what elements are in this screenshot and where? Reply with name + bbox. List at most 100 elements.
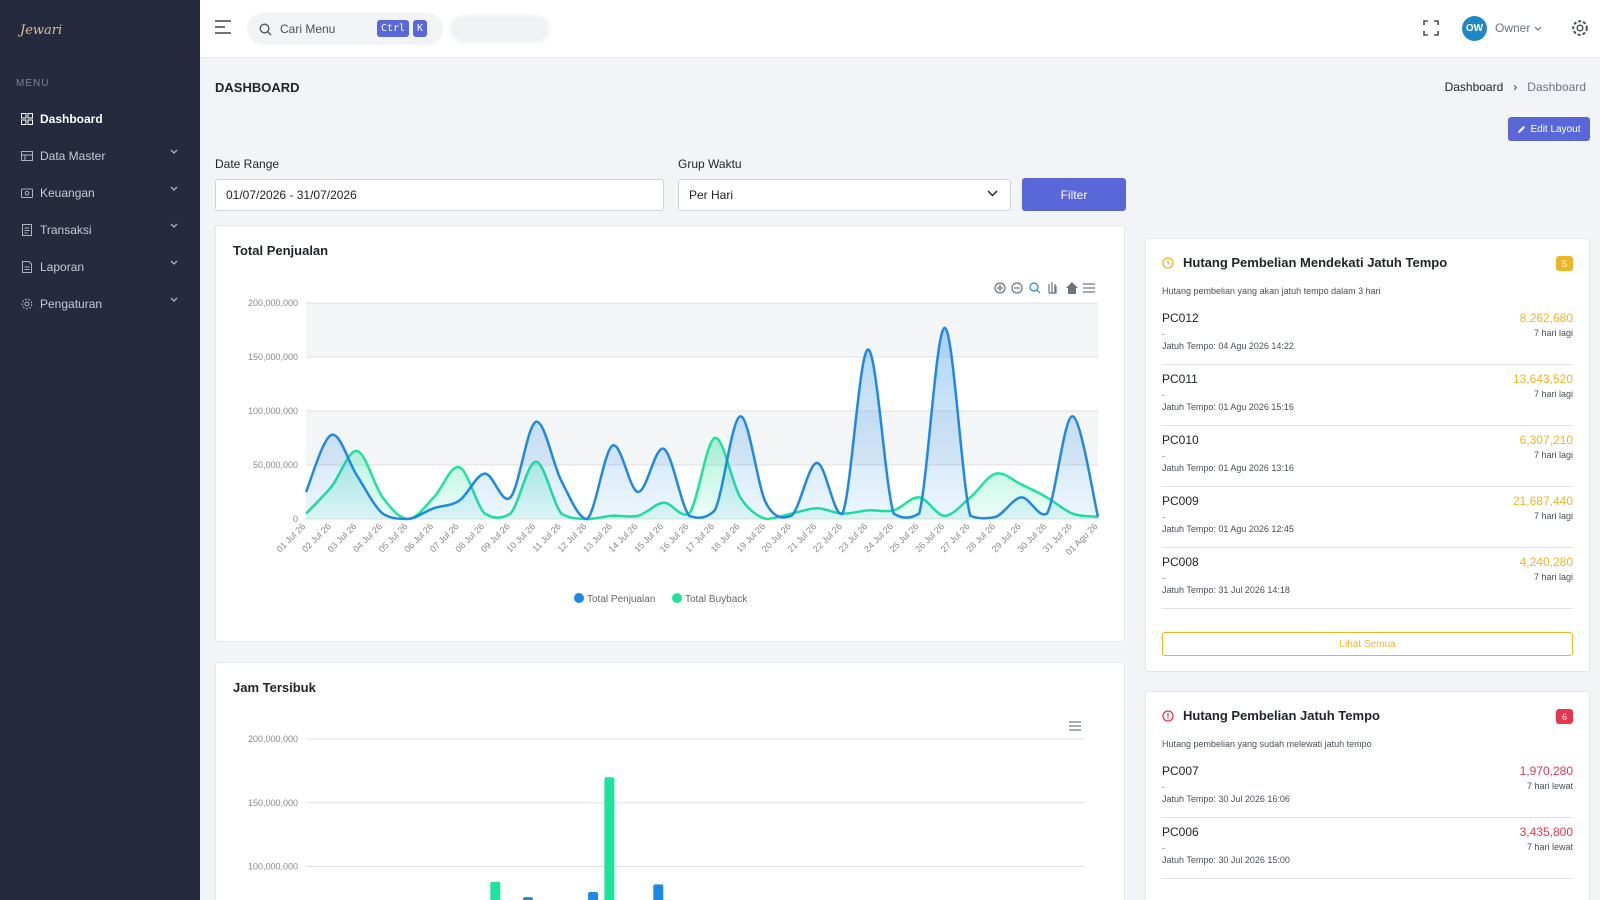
- date-range-label: Date Range: [215, 157, 280, 171]
- series-line-total-penjualan: [304, 326, 1100, 521]
- zoom-out-icon: [1011, 282, 1023, 294]
- due-soon-count-badge: 5: [1556, 256, 1573, 271]
- amount: 13,643,520: [1512, 372, 1573, 386]
- overdue-count-badge: 6: [1556, 709, 1573, 724]
- invoice-code: PC008: [1162, 555, 1199, 569]
- breadcrumb-separator-icon: ›: [1513, 80, 1518, 94]
- due-date: Jatuh Tempo: 01 Agu 2026 15:16: [1162, 402, 1294, 412]
- chevron-down-icon: [170, 260, 178, 265]
- due-soon-row[interactable]: PC011 - Jatuh Tempo: 01 Agu 2026 15:16 13,6…: [1162, 365, 1573, 426]
- bar-total-buyback: [604, 777, 615, 900]
- bar-total-penjualan: [653, 884, 664, 900]
- remaining-days: 7 hari lagi: [1533, 572, 1573, 582]
- amount: 21,687,440: [1512, 494, 1573, 508]
- remaining-days: 7 hari lagi: [1533, 328, 1573, 338]
- chevron-down-icon: [987, 190, 998, 197]
- amount: 8,262,680: [1519, 311, 1573, 325]
- legend-marker: [672, 593, 682, 603]
- fullscreen-icon[interactable]: [1423, 20, 1439, 36]
- y-tick-label: 150,000,000: [248, 352, 298, 362]
- y-tick-label: 100,000,000: [248, 406, 298, 416]
- avatar[interactable]: OW: [1462, 16, 1487, 41]
- search-icon: [259, 23, 272, 36]
- alert-circle-icon: [1162, 709, 1174, 722]
- due-soon-row[interactable]: PC009 - Jatuh Tempo: 01 Agu 2026 12:45 21,6…: [1162, 487, 1573, 548]
- home-icon: [1066, 282, 1078, 294]
- sidebar-item-laporan[interactable]: Laporan: [0, 248, 200, 285]
- amount: 6,307,210: [1519, 433, 1573, 447]
- invoice-code: PC011: [1162, 372, 1198, 386]
- invoice-note: -: [1162, 782, 1165, 792]
- sidebar-item-transaksi[interactable]: Transaksi: [0, 211, 200, 248]
- overdue-row[interactable]: PC006 - Jatuh Tempo: 30 Jul 2026 15:00 3,43…: [1162, 818, 1573, 879]
- due-date: Jatuh Tempo: 01 Agu 2026 12:45: [1162, 524, 1294, 534]
- group-time-select[interactable]: Per Hari: [678, 179, 1011, 211]
- y-tick-label: 100,000,000: [248, 862, 298, 872]
- edit-layout-button[interactable]: Edit Layout: [1508, 117, 1590, 141]
- settings-gear-icon[interactable]: [1571, 19, 1589, 37]
- gear-icon: [20, 297, 34, 311]
- filter-button[interactable]: Filter: [1022, 178, 1126, 211]
- hamburger-menu-icon[interactable]: [214, 19, 232, 35]
- due-soon-row[interactable]: PC008 - Jatuh Tempo: 31 Jul 2026 14:18 4,24…: [1162, 548, 1573, 609]
- breadcrumb-item[interactable]: Dashboard: [1444, 80, 1504, 94]
- y-tick-label: 50,000,000: [253, 460, 298, 470]
- date-range-input[interactable]: 01/07/2026 - 31/07/2026: [215, 179, 664, 211]
- invoice-note: -: [1162, 512, 1165, 522]
- see-all-button[interactable]: Lihat Semua: [1162, 632, 1573, 656]
- topbar: Cari Menu Ctrl K OW Owner: [200, 0, 1600, 58]
- due-date: Jatuh Tempo: 30 Jul 2026 15:00: [1162, 855, 1290, 865]
- wallet-icon: [20, 186, 34, 200]
- invoice-code: PC010: [1162, 433, 1199, 447]
- bar-total-penjualan: [522, 897, 533, 900]
- clock-icon: [1162, 256, 1174, 269]
- due-soon-row[interactable]: PC012 - Jatuh Tempo: 04 Agu 2026 14:22 8,26…: [1162, 304, 1573, 365]
- sidebar-item-label: Laporan: [40, 259, 85, 274]
- search-input[interactable]: Cari Menu Ctrl K: [247, 13, 443, 45]
- legend-label: Total Buyback: [685, 594, 748, 605]
- due-soon-row[interactable]: PC010 - Jatuh Tempo: 01 Agu 2026 13:16 6,30…: [1162, 426, 1573, 487]
- remaining-days: 7 hari lewat: [1526, 781, 1573, 791]
- chart-title: Jam Tersibuk: [233, 680, 316, 695]
- app-logo[interactable]: Jewari: [20, 22, 63, 38]
- sidebar-item-data-master[interactable]: Data Master: [0, 137, 200, 174]
- chevron-down-icon: [170, 149, 178, 154]
- y-tick-label: 0: [293, 514, 298, 524]
- busiest-hour-chart: 200,000,000 150,000,000 100,000,000: [248, 721, 1084, 900]
- grid-band: [306, 303, 1098, 357]
- due-soon-header: Hutang Pembelian Mendekati Jatuh Tempo: [1162, 255, 1447, 270]
- breadcrumb: Dashboard › Dashboard: [1445, 80, 1586, 94]
- remaining-days: 7 hari lagi: [1533, 389, 1573, 399]
- chevron-down-icon[interactable]: [1534, 26, 1542, 31]
- invoice-note: -: [1162, 843, 1165, 853]
- sidebar-item-dashboard[interactable]: Dashboard: [0, 100, 200, 137]
- bar-total-buyback: [490, 881, 501, 900]
- overdue-row[interactable]: PC007 - Jatuh Tempo: 30 Jul 2026 16:06 1,97…: [1162, 757, 1573, 818]
- sidebar-item-label: Data Master: [40, 148, 106, 163]
- sidebar-item-label: Transaksi: [40, 222, 92, 237]
- sidebar-item-pengaturan[interactable]: Pengaturan: [0, 285, 200, 322]
- chevron-down-icon: [170, 297, 178, 302]
- chart-title: Total Penjualan: [233, 243, 329, 258]
- invoice-note: -: [1162, 573, 1165, 583]
- invoice-code: PC012: [1162, 311, 1199, 325]
- chart-toolbar: [994, 282, 1095, 294]
- invoice-code: PC009: [1162, 494, 1199, 508]
- remaining-days: 7 hari lagi: [1533, 511, 1573, 521]
- y-tick-label: 200,000,000: [248, 298, 298, 308]
- kbd-ctrl: Ctrl: [377, 20, 410, 37]
- bar-total-penjualan: [588, 892, 599, 900]
- grid-band: [306, 411, 1098, 465]
- invoice-note: -: [1162, 390, 1165, 400]
- overdue-card: Hutang Pembelian Jatuh Tempo 6 Hutang pe…: [1145, 691, 1590, 900]
- legend-label: Total Penjualan: [587, 594, 655, 605]
- report-icon: [20, 260, 34, 274]
- amount: 1,970,280: [1519, 764, 1573, 778]
- invoice-code: PC006: [1162, 825, 1199, 839]
- due-date: Jatuh Tempo: 30 Jul 2026 16:06: [1162, 794, 1290, 804]
- user-name[interactable]: Owner: [1495, 21, 1531, 35]
- chart-menu-icon: [1083, 283, 1095, 293]
- y-tick-label: 200,000,000: [248, 734, 298, 744]
- sidebar-item-keuangan[interactable]: Keuangan: [0, 174, 200, 211]
- sidebar-item-label: Pengaturan: [40, 296, 103, 311]
